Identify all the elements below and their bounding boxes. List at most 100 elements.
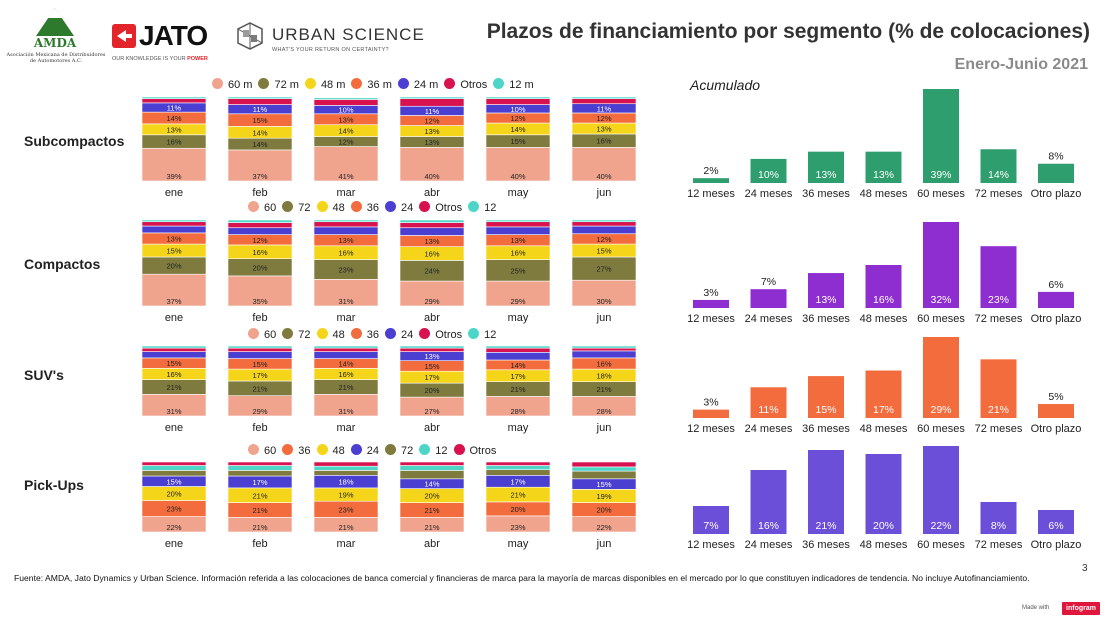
bar-segment-otros-abr[interactable]	[399, 98, 465, 107]
bar-segment-12-ene[interactable]	[141, 465, 207, 471]
bar-segment-otros-jun[interactable]	[571, 462, 637, 468]
bar-segment-24-may[interactable]	[485, 352, 551, 361]
accum-bar-48-meses[interactable]	[865, 151, 902, 183]
legend-item-60[interactable]: 60	[248, 444, 276, 457]
bar-segment-otros-jun[interactable]	[571, 347, 637, 352]
bar-segment-12-m-feb[interactable]	[227, 97, 293, 99]
bar-segment-60-abr[interactable]	[399, 280, 465, 307]
bar-segment-otros-ene[interactable]	[141, 347, 207, 352]
legend-item-12-m[interactable]: 12 m	[493, 78, 534, 91]
bar-segment-72-jun[interactable]	[571, 470, 637, 480]
legend-item-60[interactable]: 60	[248, 328, 276, 341]
bar-segment-24-feb[interactable]	[227, 227, 293, 235]
accum-bar-otro-plazo[interactable]	[1038, 163, 1074, 183]
legend-item-60[interactable]: 60	[248, 201, 276, 214]
bar-segment-24-abr[interactable]	[399, 227, 465, 236]
accum-bar-otro-plazo[interactable]	[1038, 510, 1074, 534]
bar-segment-otros-mar[interactable]	[313, 347, 379, 352]
bar-segment-12-ene[interactable]	[141, 346, 207, 349]
bar-segment-12-m-ene[interactable]	[141, 97, 207, 99]
bar-segment-otros-may[interactable]	[485, 347, 551, 353]
legend-item-48[interactable]: 48	[316, 444, 345, 457]
legend-item-otros[interactable]: Otros	[419, 201, 462, 214]
bar-segment-12-mar[interactable]	[313, 465, 379, 471]
legend-item-36[interactable]: 36	[350, 201, 379, 214]
bar-segment-24-jun[interactable]	[571, 350, 637, 359]
bar-segment-otros-may[interactable]	[485, 98, 551, 105]
accum-bar-36-meses[interactable]	[808, 376, 844, 418]
accum-bar-24-meses[interactable]	[750, 158, 787, 183]
bar-segment-60-mar[interactable]	[313, 279, 379, 307]
legend-item-24[interactable]: 24	[385, 328, 413, 341]
accum-bar-72-meses[interactable]	[980, 502, 1017, 534]
bar-segment-60-m-mar[interactable]	[313, 146, 379, 182]
legend-item-72[interactable]: 72	[282, 328, 311, 341]
bar-segment-12-jun[interactable]	[571, 466, 637, 472]
accum-bar-72-meses[interactable]	[980, 359, 1017, 418]
bar-segment-otros-jun[interactable]	[571, 98, 637, 105]
bar-segment-12-abr[interactable]	[399, 346, 465, 349]
legend-item-12[interactable]: 12	[468, 201, 496, 214]
bar-segment-12-feb[interactable]	[227, 346, 293, 349]
bar-segment-60-jun[interactable]	[571, 279, 637, 307]
accum-bar-60-meses[interactable]	[923, 222, 959, 308]
bar-segment-12-jun[interactable]	[571, 346, 637, 349]
bar-segment-60-m-abr[interactable]	[399, 147, 465, 182]
bar-segment-60-feb[interactable]	[227, 275, 293, 307]
legend-item-48[interactable]: 48	[316, 328, 345, 341]
infogram-badge[interactable]: infogram	[1062, 602, 1100, 615]
accum-bar-36-meses[interactable]	[808, 450, 844, 534]
bar-segment-otros-feb[interactable]	[227, 222, 293, 229]
bar-segment-otros-mar[interactable]	[313, 462, 379, 467]
bar-segment-12-mar[interactable]	[313, 220, 379, 223]
accum-bar-48-meses[interactable]	[865, 370, 902, 418]
bar-segment-otros-feb[interactable]	[227, 347, 293, 352]
bar-segment-otros-ene[interactable]	[141, 462, 207, 466]
bar-segment-60-may[interactable]	[485, 280, 551, 307]
accum-bar-12-meses[interactable]	[693, 299, 729, 308]
accum-bar-otro-plazo[interactable]	[1038, 291, 1074, 308]
bar-segment-72-ene[interactable]	[141, 470, 207, 477]
accum-bar-12-meses[interactable]	[693, 506, 729, 534]
accum-bar-60-meses[interactable]	[923, 337, 959, 418]
bar-segment-12-ene[interactable]	[141, 220, 207, 223]
legend-item-24[interactable]: 24	[350, 444, 379, 457]
accum-bar-36-meses[interactable]	[808, 151, 844, 183]
bar-segment-otros-abr[interactable]	[399, 347, 465, 352]
bar-segment-otros-jun[interactable]	[571, 221, 637, 227]
bar-segment-60-m-jun[interactable]	[571, 147, 637, 182]
bar-segment-24-ene[interactable]	[141, 225, 207, 234]
bar-segment-24-mar[interactable]	[313, 226, 379, 235]
legend-item-72[interactable]: 72	[282, 201, 311, 214]
bar-segment-otros-ene[interactable]	[141, 221, 207, 227]
accum-bar-12-meses[interactable]	[693, 409, 729, 418]
legend-item-24[interactable]: 24	[385, 201, 413, 214]
accum-bar-72-meses[interactable]	[980, 246, 1017, 308]
bar-segment-24-ene[interactable]	[141, 351, 207, 359]
legend-item-72[interactable]: 72	[385, 444, 413, 457]
bar-segment-otros-ene[interactable]	[141, 98, 207, 104]
bar-segment-24-feb[interactable]	[227, 351, 293, 359]
bar-segment-12-m-mar[interactable]	[313, 97, 379, 100]
accum-bar-36-meses[interactable]	[808, 273, 844, 308]
bar-segment-12-may[interactable]	[485, 465, 551, 470]
bar-segment-24-mar[interactable]	[313, 351, 379, 359]
accum-bar-24-meses[interactable]	[750, 289, 787, 308]
bar-segment-72-abr[interactable]	[399, 470, 465, 480]
accum-bar-72-meses[interactable]	[980, 149, 1017, 183]
bar-segment-72-feb[interactable]	[227, 470, 293, 477]
accum-bar-12-meses[interactable]	[693, 178, 729, 183]
bar-segment-12-mar[interactable]	[313, 346, 379, 349]
legend-item-otros[interactable]: Otros	[419, 328, 462, 341]
legend-item-otros[interactable]: Otros	[453, 444, 496, 457]
bar-segment-otros-may[interactable]	[485, 221, 551, 228]
bar-segment-otros-may[interactable]	[485, 462, 551, 466]
legend-item-48[interactable]: 48	[316, 201, 345, 214]
legend-item-36-m[interactable]: 36 m	[351, 78, 392, 91]
bar-segment-12-may[interactable]	[485, 220, 551, 223]
bar-segment-otros-mar[interactable]	[313, 99, 379, 106]
accum-bar-48-meses[interactable]	[865, 454, 902, 534]
bar-segment-12-m-abr[interactable]	[399, 97, 465, 99]
bar-segment-60-m-may[interactable]	[485, 147, 551, 182]
accum-bar-60-meses[interactable]	[923, 446, 959, 534]
